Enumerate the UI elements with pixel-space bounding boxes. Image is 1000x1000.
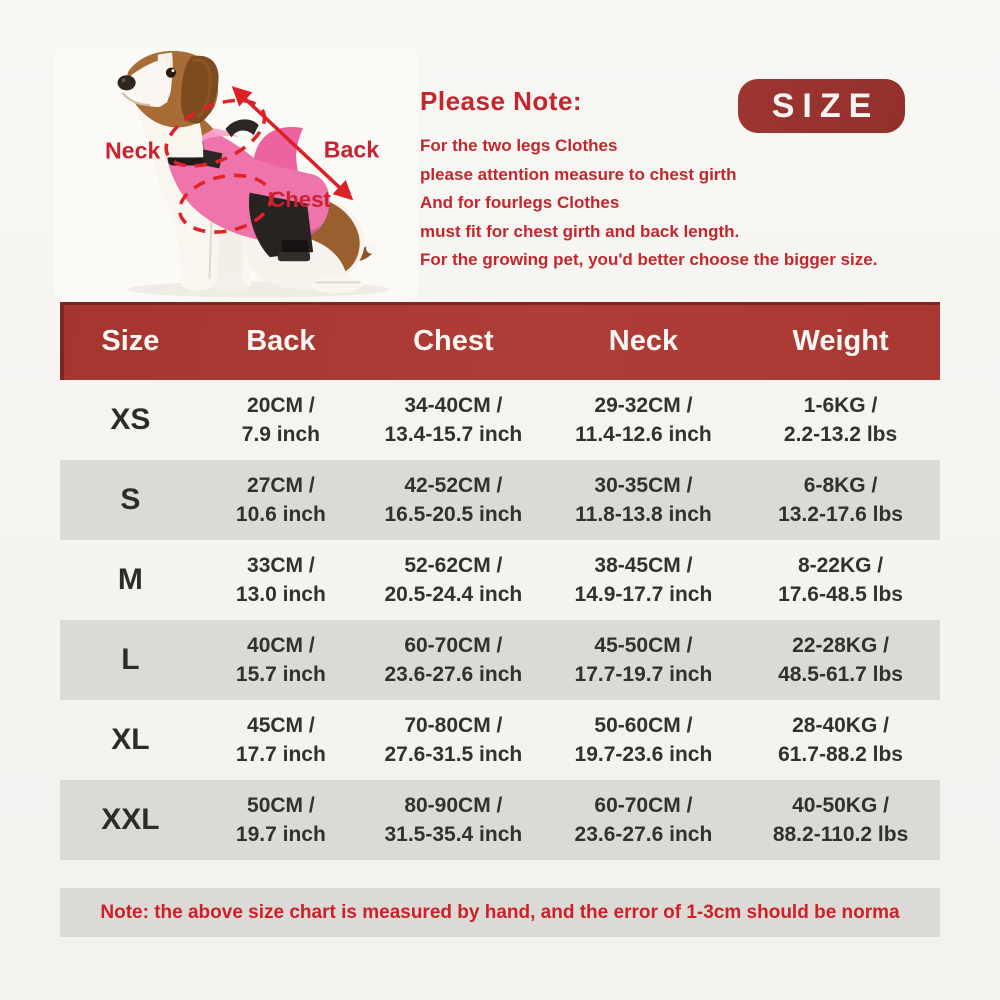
footnote-bar: Note: the above size chart is measured b… — [60, 888, 940, 937]
size-badge: SIZE — [738, 79, 905, 133]
note-line: For the two legs Clothes — [420, 136, 618, 155]
dog-eye — [165, 67, 177, 78]
table-row: XS 20CM / 7.9 inch 34-40CM / 13.4-15.7 i… — [60, 380, 940, 460]
dog-nose — [117, 75, 136, 91]
chest-cell: 60-70CM / 23.6-27.6 inch — [384, 634, 523, 686]
please-note-title: Please Note: — [420, 86, 583, 116]
size-table: Size Back Chest Neck Weight XS 20CM / 7.… — [60, 302, 940, 860]
neck-cell: 29-32CM / 11.4-12.6 inch — [575, 394, 712, 446]
measure-overlay: Neck Back Chest — [105, 86, 380, 234]
back-label: Back — [324, 136, 380, 162]
header-size: Size — [101, 324, 160, 357]
size-cell: XXL — [101, 803, 160, 836]
neck-label: Neck — [105, 137, 161, 163]
weight-cell: 1-6KG / 2.2-13.2 lbs — [783, 394, 898, 446]
weight-cell: 22-28KG / 48.5-61.7 lbs — [778, 634, 903, 686]
neck-cell: 30-35CM / 11.8-13.8 inch — [575, 474, 712, 526]
back-measure-arrow — [231, 86, 354, 201]
neck-cell: 50-60CM / 19.7-23.6 inch — [574, 714, 713, 766]
dog-illustration: Neck Back Chest — [54, 46, 418, 300]
weight-cell: 8-22KG / 17.6-48.5 lbs — [778, 554, 903, 606]
back-cell: 27CM / 10.6 inch — [235, 474, 326, 526]
table-row: S 27CM / 10.6 inch 42-52CM / 16.5-20.5 i… — [60, 460, 940, 540]
table-row: L 40CM / 15.7 inch 60-70CM / 23.6-27.6 i… — [60, 620, 940, 700]
size-cell: S — [120, 483, 141, 516]
table-header-row: Size Back Chest Neck Weight — [60, 302, 940, 380]
please-note-block: Please Note: For the two legs Clothes pl… — [420, 86, 890, 275]
header-chest: Chest — [413, 324, 494, 357]
chest-cell: 80-90CM / 31.5-35.4 inch — [384, 794, 523, 846]
size-cell: XL — [111, 723, 150, 756]
neck-cell: 60-70CM / 23.6-27.6 inch — [574, 794, 713, 846]
header-neck: Neck — [608, 324, 679, 357]
weight-cell: 6-8KG / 13.2-17.6 lbs — [778, 474, 903, 526]
back-cell: 20CM / 7.9 inch — [241, 394, 320, 446]
back-cell: 50CM / 19.7 inch — [235, 794, 326, 846]
chest-cell: 70-80CM / 27.6-31.5 inch — [384, 714, 523, 766]
note-line: must fit for chest girth and back length… — [420, 221, 740, 241]
note-line: And for fourlegs Clothes — [420, 193, 620, 212]
header-weight: Weight — [792, 324, 889, 357]
size-cell: M — [117, 563, 143, 596]
back-cell: 33CM / 13.0 inch — [235, 554, 326, 606]
table-row: M 33CM / 13.0 inch 52-62CM / 20.5-24.4 i… — [60, 540, 940, 620]
table-row: XL 45CM / 17.7 inch 70-80CM / 27.6-31.5 … — [60, 700, 940, 780]
chest-cell: 34-40CM / 13.4-15.7 inch — [384, 394, 523, 446]
back-cell: 45CM / 17.7 inch — [235, 714, 326, 766]
weight-cell: 40-50KG / 88.2-110.2 lbs — [772, 794, 909, 846]
footnote-text: Note: the above size chart is measured b… — [100, 901, 900, 923]
neck-cell: 45-50CM / 17.7-19.7 inch — [574, 634, 713, 686]
neck-cell: 38-45CM / 14.9-17.7 inch — [574, 554, 713, 606]
size-cell: L — [121, 643, 140, 676]
size-cell: XS — [110, 403, 151, 436]
dog-measurement-figure: Neck Back Chest — [52, 44, 420, 302]
chest-label: Chest — [269, 187, 331, 212]
chest-cell: 42-52CM / 16.5-20.5 inch — [384, 474, 523, 526]
dog-head — [117, 50, 219, 158]
note-line: For the growing pet, you'd better choose… — [420, 250, 878, 269]
chest-cell: 52-62CM / 20.5-24.4 inch — [384, 554, 523, 606]
table-row: XXL 50CM / 19.7 inch 80-90CM / 31.5-35.4… — [60, 780, 940, 860]
header-back: Back — [246, 324, 316, 357]
note-line: please attention measure to chest girth — [420, 164, 737, 184]
weight-cell: 28-40KG / 61.7-88.2 lbs — [778, 714, 903, 766]
back-cell: 40CM / 15.7 inch — [235, 634, 326, 686]
